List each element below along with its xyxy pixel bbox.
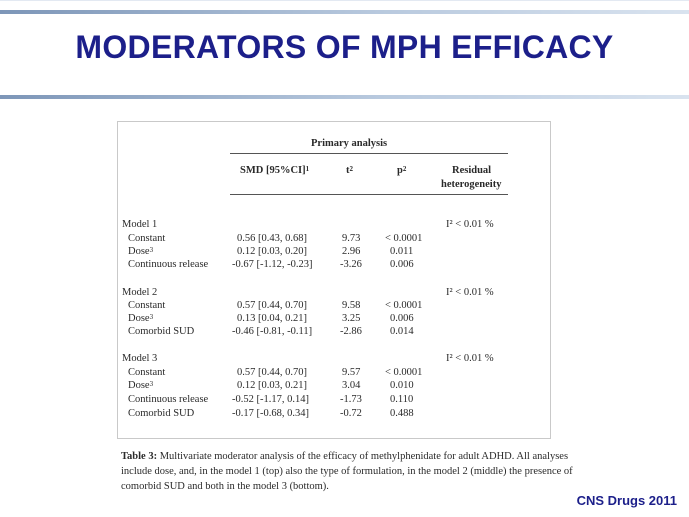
table-row-t: 9.57 [342,367,361,378]
table-row-p: 0.010 [390,380,414,391]
table-row-t: -3.26 [340,259,362,270]
table-row-label: Constant [128,367,166,378]
table-row-t: 9.58 [342,300,361,311]
table-row-smd: 0.57 [0.44, 0.70] [237,367,307,378]
table-row-t: -2.86 [340,326,362,337]
table-row-label: Comorbid SUD [128,326,195,337]
caption-text: Multivariate moderator analysis of the e… [121,451,573,492]
table-row-smd: 0.12 [0.03, 0.20] [237,246,307,257]
table-row-p: < 0.0001 [385,367,423,378]
table-row-smd: -0.17 [-0.68, 0.34] [232,408,309,419]
top-accent-bar [0,10,689,14]
table-row-p: 0.488 [390,408,414,419]
table-row-t: 2.96 [342,246,361,257]
bottom-accent-line [0,0,689,1]
table-row-label: Continuous release [128,259,209,270]
primary-analysis-header: Primary analysis [311,138,388,149]
model-3-heterogeneity: I² < 0.01 % [446,353,494,364]
table-row-t: 3.25 [342,313,361,324]
table-row-label: Dose3 [128,380,154,391]
table-row-smd: -0.46 [-0.81, -0.11] [232,326,313,337]
col-residual-header-line1: Residual [452,165,492,176]
col-t-header: t2 [346,165,353,176]
table-row-label: Constant [128,233,166,244]
table-row-label: Continuous release [128,394,209,405]
table-row-label: Comorbid SUD [128,408,195,419]
table-row-label: Constant [128,300,166,311]
slide-title: MODERATORS OF MPH EFFICACY [75,29,614,65]
col-residual-header-line2: heterogeneity [441,179,502,190]
table-row-smd: -0.67 [-1.12, -0.23] [232,259,313,270]
table-caption: Table 3: Multivariate moderator analysis… [121,449,581,494]
table-row-label: Dose3 [128,246,154,257]
table-row-p: 0.011 [390,246,414,257]
table-row-smd: 0.13 [0.04, 0.21] [237,313,307,324]
table-row-label: Dose3 [128,313,154,324]
caption-label: Table 3: [121,451,158,462]
table-row-p: 0.110 [390,394,414,405]
header-rule [230,153,508,154]
table-row-p: 0.006 [390,313,414,324]
bottom-accent-bar [0,95,689,99]
table-row-t: 3.04 [342,380,361,391]
table-row-p: 0.014 [390,326,414,337]
model-1-name: Model 1 [122,219,158,230]
table-row-smd: 0.57 [0.44, 0.70] [237,300,307,311]
model-1-heterogeneity: I² < 0.01 % [446,219,494,230]
table-row-p: < 0.0001 [385,233,423,244]
table-row-t: 9.73 [342,233,361,244]
table-row-t: -0.72 [340,408,362,419]
table-row-smd: -0.52 [-1.17, 0.14] [232,394,309,405]
table-row-p: 0.006 [390,259,414,270]
table-row-smd: 0.56 [0.43, 0.68] [237,233,307,244]
table-row-smd: 0.12 [0.03, 0.21] [237,380,307,391]
column-header-rule [230,194,508,195]
citation: CNS Drugs 2011 [576,493,677,508]
col-smd-header: SMD [95%CI]1 [240,165,310,176]
table-image-frame [117,121,551,439]
model-2-heterogeneity: I² < 0.01 % [446,287,494,298]
table-row-p: < 0.0001 [385,300,423,311]
col-p-header: p2 [397,165,407,176]
table-row-t: -1.73 [340,394,362,405]
model-3-name: Model 3 [122,353,158,364]
model-2-name: Model 2 [122,287,158,298]
